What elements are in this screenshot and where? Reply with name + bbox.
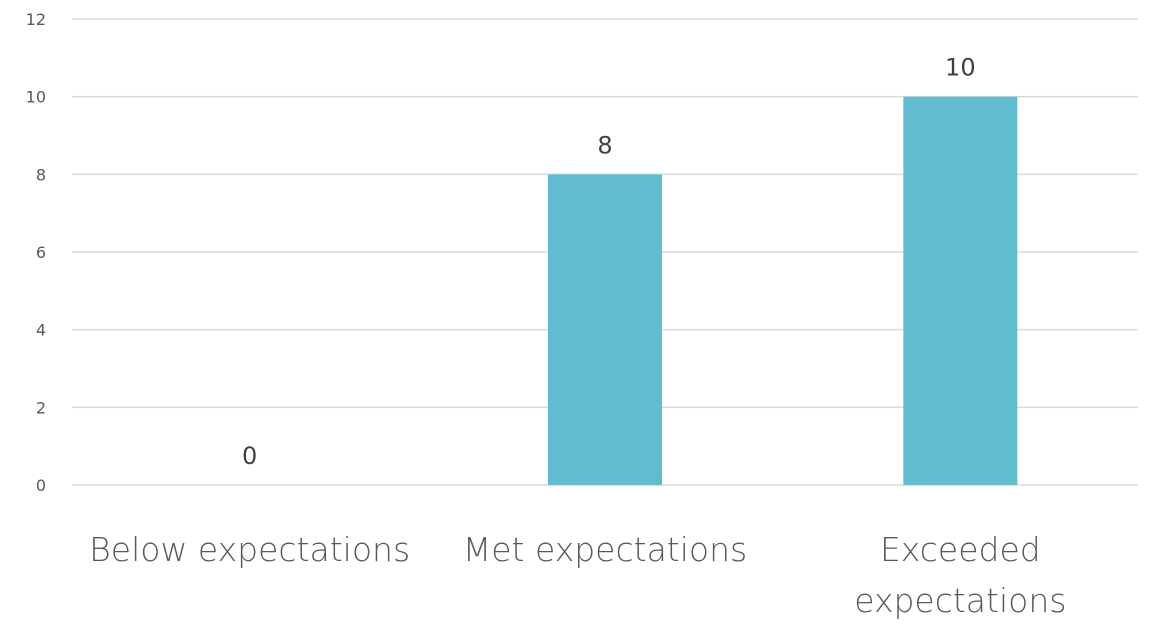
y-tick-label: 8 (36, 165, 46, 184)
category-labels: Below expectations Met expectations Exceed… (89, 530, 1066, 620)
y-axis-tick-labels: 0 2 4 6 8 10 12 (26, 10, 46, 495)
data-label: 10 (945, 54, 976, 82)
category-label: Below expectations (89, 530, 410, 569)
bars (548, 96, 1018, 486)
y-tick-label: 0 (36, 476, 46, 495)
y-tick-label: 2 (36, 398, 46, 417)
category-label: Met expectations (463, 530, 747, 569)
y-tick-label: 4 (36, 321, 46, 340)
category-label: Exceeded (880, 530, 1041, 569)
bar (548, 174, 662, 486)
category-label: expectations (854, 581, 1066, 620)
y-tick-label: 10 (26, 88, 46, 107)
bar (903, 96, 1018, 486)
data-labels: 0 8 10 (242, 54, 976, 470)
y-tick-label: 6 (36, 243, 46, 262)
data-label: 0 (242, 442, 257, 470)
y-tick-label: 12 (26, 10, 46, 29)
data-label: 8 (597, 131, 612, 159)
